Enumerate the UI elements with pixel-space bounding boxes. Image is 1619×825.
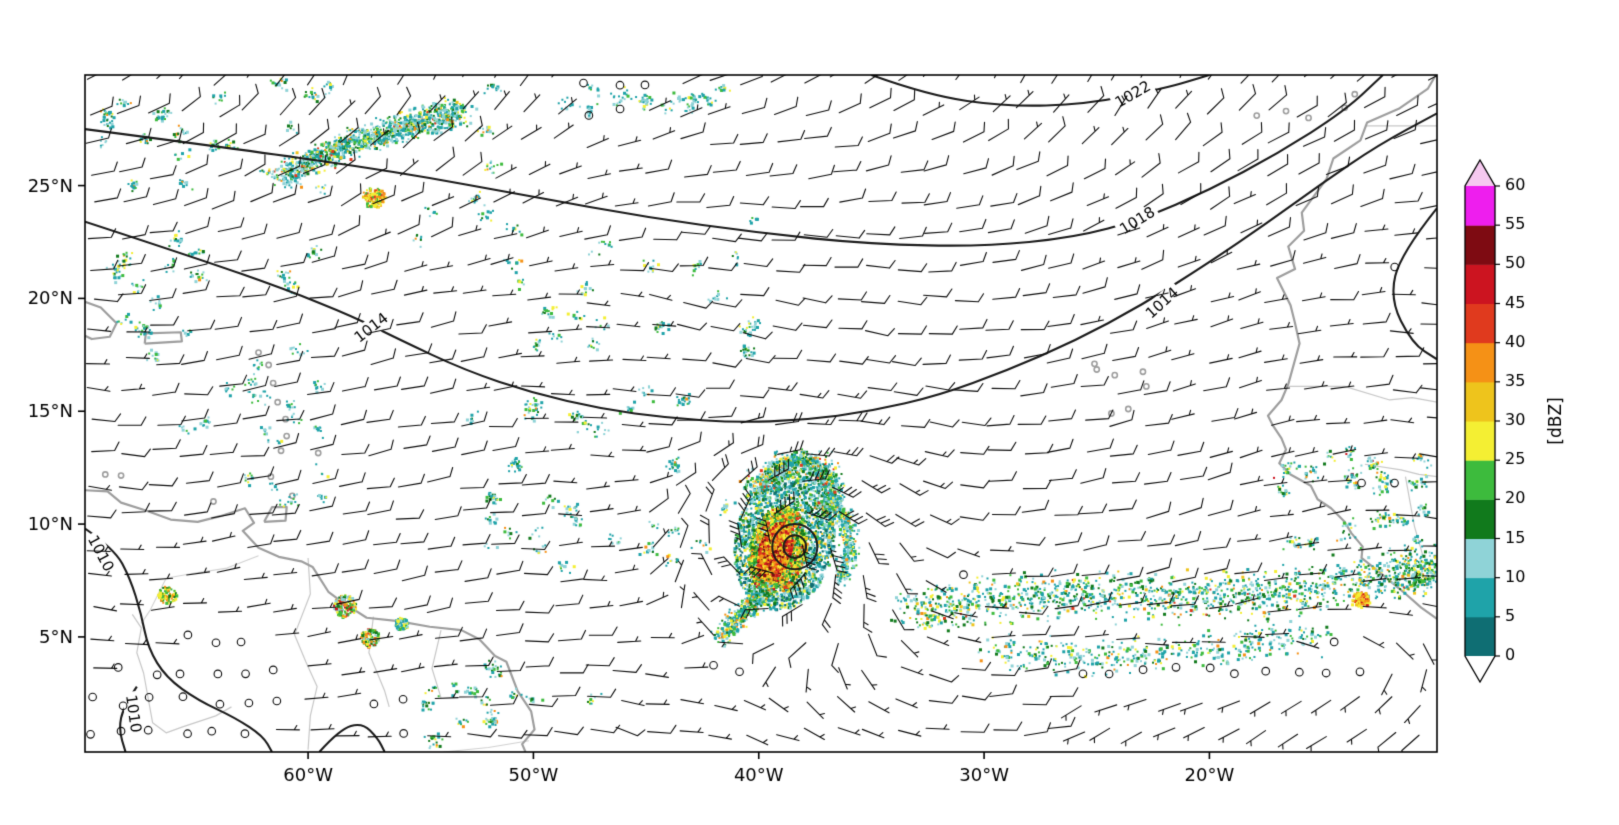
weather-figure: NSF NCAR 3.75-km MPAS-A Reflectivity at … — [0, 0, 1619, 825]
reflectivity-map-canvas — [0, 0, 1619, 825]
